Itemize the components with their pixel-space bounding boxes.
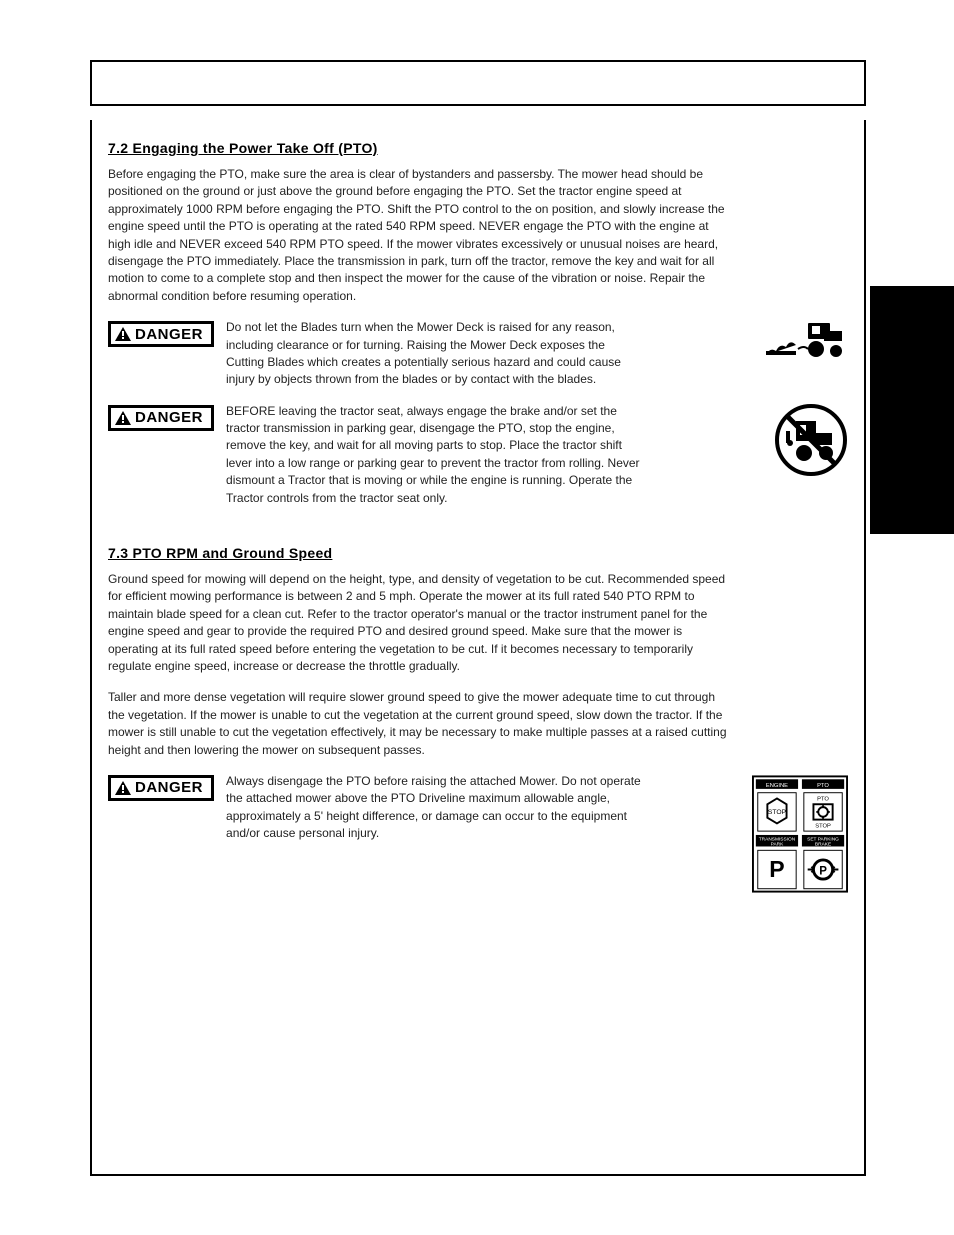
- side-tab: [870, 286, 954, 534]
- pictogram-slot: [752, 319, 848, 363]
- svg-text:BRAKE: BRAKE: [815, 841, 831, 847]
- page-content: 7.2 Engaging the Power Take Off (PTO) Be…: [108, 140, 848, 909]
- danger-block-disengage-pto: DANGER Always disengage the PTO before r…: [108, 773, 848, 895]
- control-panel-icon: ENGINE PTO STOP PTO STOP TRANSMISSION PA…: [752, 773, 848, 895]
- svg-text:ENGINE: ENGINE: [766, 783, 788, 789]
- danger-badge: DANGER: [108, 321, 214, 347]
- pictogram-slot: ENGINE PTO STOP PTO STOP TRANSMISSION PA…: [752, 773, 848, 895]
- no-dismount-icon: [774, 403, 848, 477]
- paragraph-rpm-1: Ground speed for mowing will depend on t…: [108, 571, 728, 675]
- svg-text:PTO: PTO: [817, 783, 829, 789]
- header-box: [90, 60, 866, 106]
- danger-block-raised-deck: DANGER Do not let the Blades turn when t…: [108, 319, 848, 389]
- danger-text: BEFORE leaving the tractor seat, always …: [226, 403, 752, 507]
- section-heading-pto-engage: 7.2 Engaging the Power Take Off (PTO): [108, 140, 848, 156]
- svg-text:STOP: STOP: [815, 823, 831, 829]
- svg-text:STOP: STOP: [768, 809, 787, 816]
- svg-text:P: P: [769, 856, 784, 882]
- danger-badge: DANGER: [108, 775, 214, 801]
- svg-text:PARK: PARK: [771, 841, 784, 847]
- section-heading-rpm-speed: 7.3 PTO RPM and Ground Speed: [108, 545, 848, 561]
- danger-label: DANGER: [135, 326, 203, 343]
- tractor-mowing-icon: [762, 319, 848, 363]
- pictogram-slot: [752, 403, 848, 477]
- svg-text:P: P: [819, 865, 827, 877]
- svg-text:PTO: PTO: [817, 796, 829, 802]
- danger-label: DANGER: [135, 779, 203, 796]
- paragraph-rpm-2: Taller and more dense vegetation will re…: [108, 689, 728, 759]
- danger-text: Always disengage the PTO before raising …: [226, 773, 752, 843]
- danger-badge: DANGER: [108, 405, 214, 431]
- paragraph-pto-engage: Before engaging the PTO, make sure the a…: [108, 166, 728, 305]
- danger-text: Do not let the Blades turn when the Mowe…: [226, 319, 752, 389]
- danger-label: DANGER: [135, 409, 203, 426]
- danger-block-leave-seat: DANGER BEFORE leaving the tractor seat, …: [108, 403, 848, 507]
